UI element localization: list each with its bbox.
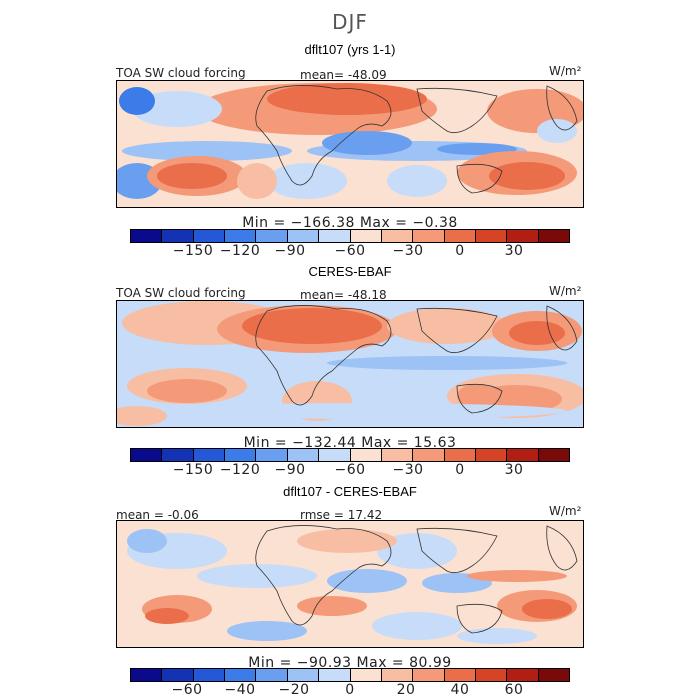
panel3-units: W/m²: [549, 504, 582, 518]
colorbar-swatch: [225, 230, 257, 242]
colorbar-swatch: [444, 449, 476, 461]
panel1-tick: −90: [274, 243, 306, 259]
colorbar-swatch: [256, 230, 288, 242]
colorbar-swatch: [538, 449, 570, 461]
colorbar-swatch: [193, 230, 226, 242]
colorbar-swatch: [319, 230, 351, 242]
panel2-colorbar: [130, 448, 570, 462]
panel3-tick: −20: [278, 682, 310, 698]
colorbar-swatch: [444, 230, 476, 242]
panel1-map: [116, 80, 584, 208]
panel2-tick: 30: [504, 462, 524, 478]
panel1-tick: −150: [172, 243, 214, 259]
colorbar-swatch: [193, 669, 226, 681]
colorbar-swatch: [256, 669, 288, 681]
panel1-title: dflt107 (yrs 1-1): [304, 42, 396, 57]
panel3-colorbar: [130, 668, 570, 682]
colorbar-swatch: [350, 669, 382, 681]
panel3-title: dflt107 - CERES-EBAF: [283, 484, 417, 499]
panel2-tick: −150: [172, 462, 214, 478]
colorbar-swatch: [225, 449, 257, 461]
colorbar-swatch: [507, 449, 539, 461]
panel3-tick: 40: [450, 682, 470, 698]
colorbar-swatch: [131, 449, 163, 461]
panel3-map-svg: [117, 521, 583, 647]
colorbar-swatch: [287, 230, 320, 242]
colorbar-swatch: [162, 230, 194, 242]
figure-title: DJF: [332, 10, 368, 34]
panel2-tick: −90: [274, 462, 306, 478]
panel2-minmax: Min = −132.44 Max = 15.63: [243, 435, 457, 451]
panel2-tick: 0: [455, 462, 465, 478]
panel2-mean-label: mean= -48.18: [300, 288, 387, 302]
panel1-mean-label: mean= -48.09: [300, 68, 387, 82]
panel2-tick: −60: [334, 462, 366, 478]
colorbar-swatch: [444, 669, 476, 681]
colorbar-swatch: [538, 230, 570, 242]
colorbar-swatch: [131, 230, 163, 242]
colorbar-swatch: [381, 230, 414, 242]
panel3-rmse-label: rmse = 17.42: [300, 508, 383, 522]
colorbar-swatch: [413, 230, 445, 242]
colorbar-swatch: [475, 669, 508, 681]
panel1-tick: −60: [334, 243, 366, 259]
colorbar-swatch: [193, 449, 226, 461]
panel1-field-label: TOA SW cloud forcing: [116, 66, 246, 80]
colorbar-swatch: [162, 669, 194, 681]
colorbar-swatch: [538, 669, 570, 681]
panel2-field-label: TOA SW cloud forcing: [116, 286, 246, 300]
panel3-minmax: Min = −90.93 Max = 80.99: [248, 655, 452, 671]
panel2-units: W/m²: [549, 284, 582, 298]
colorbar-swatch: [381, 449, 414, 461]
panel1-tick: 0: [455, 243, 465, 259]
panel1-tick: 30: [504, 243, 524, 259]
panel3-tick: −40: [224, 682, 256, 698]
colorbar-swatch: [256, 449, 288, 461]
panel1-tick: −30: [392, 243, 424, 259]
panel3-tick: 20: [396, 682, 416, 698]
colorbar-swatch: [507, 669, 539, 681]
colorbar-swatch: [131, 669, 163, 681]
colorbar-swatch: [381, 669, 414, 681]
panel1-tick: −120: [219, 243, 261, 259]
panel1-minmax: Min = −166.38 Max = −0.38: [242, 215, 458, 231]
colorbar-swatch: [350, 230, 382, 242]
colorbar-swatch: [507, 230, 539, 242]
panel3-tick: 0: [345, 682, 355, 698]
colorbar-swatch: [350, 449, 382, 461]
panel3-tick: 60: [504, 682, 524, 698]
panel2-tick: −120: [219, 462, 261, 478]
panel1-map-svg: [117, 81, 583, 207]
colorbar-swatch: [287, 669, 320, 681]
panel3-mean-label: mean = -0.06: [116, 508, 199, 522]
colorbar-swatch: [319, 669, 351, 681]
panel2-title: CERES-EBAF: [308, 264, 392, 279]
panel2-map-svg: [117, 301, 583, 427]
colorbar-swatch: [287, 449, 320, 461]
colorbar-swatch: [225, 669, 257, 681]
colorbar-swatch: [162, 449, 194, 461]
colorbar-swatch: [475, 230, 508, 242]
colorbar-swatch: [475, 449, 508, 461]
panel2-map: [116, 300, 584, 428]
colorbar-swatch: [413, 669, 445, 681]
panel2-tick: −30: [392, 462, 424, 478]
colorbar-swatch: [413, 449, 445, 461]
colorbar-swatch: [319, 449, 351, 461]
panel1-units: W/m²: [549, 64, 582, 78]
panel3-map: [116, 520, 584, 648]
panel1-colorbar: [130, 229, 570, 243]
panel3-tick: −60: [171, 682, 203, 698]
